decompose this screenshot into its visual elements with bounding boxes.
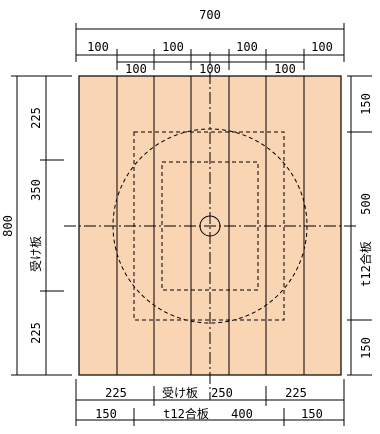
top-overall-dimension: 700	[199, 8, 221, 22]
top-row1-dim-4: 100	[311, 40, 333, 54]
left-dim-top: 225	[29, 107, 43, 129]
right-title: t12合板	[358, 241, 373, 287]
left-dim-bottom: 225	[29, 322, 43, 344]
top-row1-dim-2: 100	[162, 40, 184, 54]
right-dim-bottom: 150	[359, 337, 373, 359]
bottom-row1-center: 250	[211, 386, 233, 400]
left-overall-dimension: 800	[1, 215, 15, 237]
bottom-row2-right: 150	[301, 407, 323, 421]
bottom-row1-right: 225	[285, 386, 307, 400]
top-dimensions	[75, 23, 345, 70]
left-dimensions	[11, 75, 72, 376]
left-title: 受け板	[29, 236, 43, 272]
bottom-row2-center: 400	[231, 407, 253, 421]
top-row2-dim-3: 100	[274, 62, 296, 76]
right-dim-middle: 500	[359, 193, 373, 215]
bottom-row1-left: 225	[105, 386, 127, 400]
bottom-row2-left: 150	[95, 407, 117, 421]
right-dimensions	[347, 75, 372, 376]
top-row1-dim-1: 100	[87, 40, 109, 54]
bottom-row2-title: t12合板	[163, 406, 209, 421]
left-dim-middle: 350	[29, 179, 43, 201]
bottom-dimensions	[75, 379, 345, 426]
top-row2-dim-2: 100	[199, 62, 221, 76]
top-row2-dim-1: 100	[125, 62, 147, 76]
right-dim-top: 150	[359, 93, 373, 115]
bottom-row1-title: 受け板	[162, 386, 198, 400]
top-row1-dim-3: 100	[236, 40, 258, 54]
